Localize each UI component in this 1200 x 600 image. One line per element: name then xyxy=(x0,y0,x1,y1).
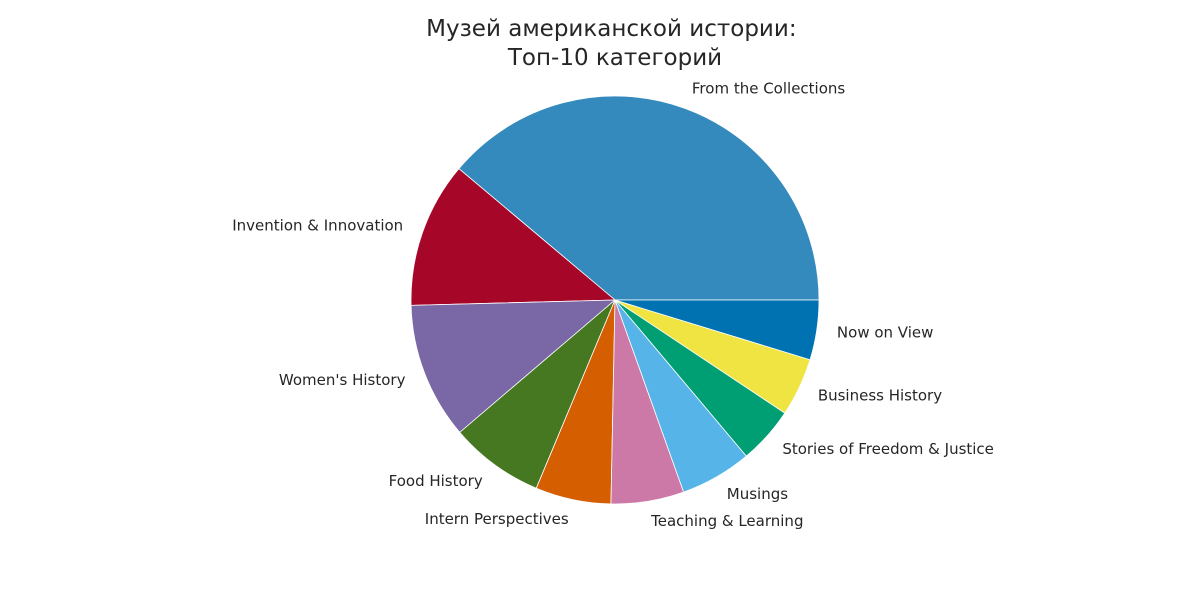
chart-title-line-1: Музей американской истории: xyxy=(426,16,796,42)
chart-title-line-2: Топ-10 категорий xyxy=(507,45,722,71)
pie-label-invention-innovation: Invention & Innovation xyxy=(232,216,403,234)
pie-label-food-history: Food History xyxy=(389,472,483,490)
pie-slice-food-history xyxy=(459,299,616,489)
pie-label-teaching-learning: Teaching & Learning xyxy=(650,512,803,530)
pie-label-from-the-collections: From the Collections xyxy=(692,80,846,98)
pie-slice-now-on-view xyxy=(614,299,820,361)
pie-labels: From the Collections Invention & Innovati… xyxy=(232,80,994,530)
pie-label-intern-perspectives: Intern Perspectives xyxy=(425,510,569,528)
pie-slice-women-s-history xyxy=(410,299,617,433)
pie-slice-invention-innovation xyxy=(410,168,617,306)
pie-slice-from-the-collections xyxy=(458,95,820,301)
chart-title: Музей американской истории: Топ-10 катег… xyxy=(426,16,804,71)
pie-slices xyxy=(410,95,820,505)
pie-label-women-s-history: Women's History xyxy=(279,371,406,389)
pie-label-now-on-view: Now on View xyxy=(837,324,933,342)
pie-label-stories-of-freedom-justice: Stories of Freedom & Justice xyxy=(782,440,994,458)
pie-label-musings: Musings xyxy=(727,485,788,503)
pie-label-business-history: Business History xyxy=(818,387,942,405)
